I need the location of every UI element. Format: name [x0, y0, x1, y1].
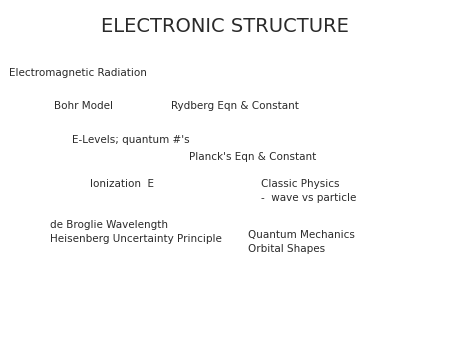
Text: Ionization  E: Ionization E: [90, 179, 154, 189]
Text: de Broglie Wavelength
Heisenberg Uncertainty Principle: de Broglie Wavelength Heisenberg Uncerta…: [50, 220, 221, 244]
Text: ELECTRONIC STRUCTURE: ELECTRONIC STRUCTURE: [101, 17, 349, 36]
Text: Quantum Mechanics
Orbital Shapes: Quantum Mechanics Orbital Shapes: [248, 230, 355, 254]
Text: Planck's Eqn & Constant: Planck's Eqn & Constant: [189, 152, 316, 162]
Text: Rydberg Eqn & Constant: Rydberg Eqn & Constant: [171, 101, 299, 112]
Text: Bohr Model: Bohr Model: [54, 101, 113, 112]
Text: E-Levels; quantum #'s: E-Levels; quantum #'s: [72, 135, 189, 145]
Text: Classic Physics
-  wave vs particle: Classic Physics - wave vs particle: [261, 179, 356, 203]
Text: Electromagnetic Radiation: Electromagnetic Radiation: [9, 68, 147, 78]
